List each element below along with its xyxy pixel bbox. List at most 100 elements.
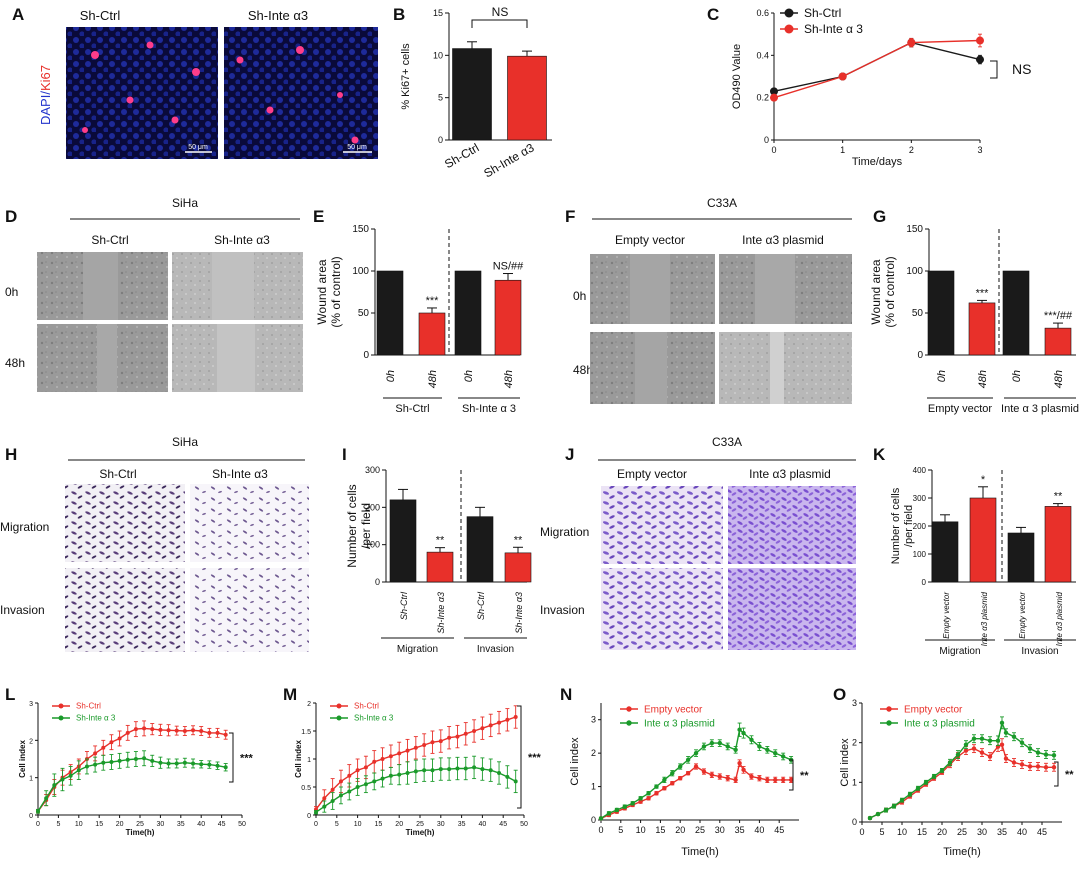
bar	[376, 270, 404, 356]
panel-d-col2: Sh-Inte α3	[214, 233, 270, 247]
data-point	[191, 761, 196, 766]
data-point	[685, 771, 691, 776]
series-line	[869, 743, 1054, 819]
data-point	[646, 796, 651, 801]
data-point	[322, 796, 327, 801]
bar	[494, 279, 522, 356]
ns-bracket	[471, 19, 528, 28]
data-point	[430, 768, 435, 773]
x-tick-label: 25	[957, 827, 967, 837]
y-tick-label: 0.4	[756, 50, 769, 60]
data-point	[923, 780, 929, 785]
x-tick-label: 5	[335, 821, 339, 828]
data-point	[68, 773, 73, 778]
significance-label: *	[981, 474, 986, 486]
data-point	[709, 772, 715, 778]
data-point	[191, 728, 196, 733]
data-point	[646, 791, 651, 796]
y-tick-label: 5	[438, 93, 443, 103]
x-axis-label: Time(h)	[126, 828, 155, 837]
panel-label-c: C	[707, 5, 719, 24]
panel-label-h: H	[5, 445, 17, 464]
data-point	[741, 767, 746, 773]
data-point	[701, 744, 707, 749]
y-axis-label: Cell index	[839, 738, 851, 787]
data-point	[380, 757, 385, 761]
panel-d: SiHa Sh-Ctrl Sh-Inte α3 0h 48h	[5, 196, 303, 392]
scale-bar-label-1: 50 μm	[188, 144, 208, 151]
data-point	[52, 783, 57, 788]
x-tick-label: 25	[136, 821, 144, 828]
data-point	[955, 752, 961, 757]
data-point	[101, 745, 106, 750]
data-point	[44, 796, 49, 801]
data-point	[725, 776, 730, 781]
data-point	[1003, 730, 1009, 735]
panel-label-g: G	[873, 207, 886, 226]
data-point	[780, 777, 786, 783]
data-point	[314, 810, 318, 815]
x-axis-label: Time/days	[852, 156, 903, 168]
chart-g: 0 50 100 150 Wound area (% of control) 0h *** 48…	[869, 224, 1079, 415]
y-tick-label: 100	[365, 540, 380, 550]
data-point	[125, 730, 130, 735]
significance-label: **	[1065, 769, 1074, 781]
legend-label: Sh-Ctrl	[76, 702, 101, 711]
series-line	[773, 41, 981, 92]
data-point	[1043, 765, 1049, 770]
y-tick-label: 100	[913, 550, 927, 559]
x-tick-label: 0	[36, 821, 40, 828]
x-axis-label: Time(h)	[943, 846, 980, 858]
data-point	[979, 736, 985, 741]
y-axis-label: Cell index	[294, 740, 303, 778]
panel-d-row1: 0h	[5, 285, 18, 299]
data-point	[1035, 750, 1041, 755]
legend-label: Inte α 3 plasmid	[904, 718, 975, 729]
data-point	[388, 773, 393, 778]
data-point	[150, 758, 155, 763]
data-point	[372, 759, 377, 764]
x-tick-label: 10	[897, 827, 907, 837]
ns-label: NS	[492, 5, 509, 19]
data-point	[678, 764, 683, 769]
data-point	[1051, 753, 1057, 758]
y-axis-label: /per field	[359, 503, 373, 549]
data-point	[757, 776, 762, 781]
x-tick-label: 30	[157, 821, 165, 828]
data-point	[976, 55, 984, 64]
data-point	[971, 736, 977, 741]
bar	[389, 499, 417, 583]
y-tick-label: 0	[764, 135, 769, 145]
legend-label: Sh-Inte α 3	[804, 22, 863, 36]
data-point	[883, 807, 889, 813]
data-point	[733, 777, 738, 783]
y-tick-label: 400	[913, 466, 927, 475]
x-tick-label: 2	[909, 145, 914, 155]
data-point	[355, 768, 360, 773]
significance-label: **	[800, 770, 809, 782]
data-point	[372, 779, 377, 784]
x-tick-label: 15	[375, 821, 383, 828]
x-tick-label: 0h	[1011, 370, 1023, 382]
legend-label: Sh-Ctrl	[354, 702, 379, 711]
x-tick-label: 30	[715, 825, 725, 835]
x-tick-label: Sh-Inte α3	[514, 592, 524, 634]
data-point	[380, 776, 385, 781]
data-point	[701, 769, 707, 774]
data-point	[867, 815, 873, 821]
panel-f-row2: 48h	[573, 363, 593, 377]
group-label: Sh-Ctrl	[395, 403, 429, 415]
data-point	[773, 750, 778, 756]
bar	[426, 551, 454, 583]
data-point	[505, 717, 510, 722]
data-point	[670, 781, 675, 786]
legend-marker	[784, 8, 794, 18]
legend-marker	[336, 703, 342, 709]
data-point	[662, 786, 667, 791]
x-tick-label: 35	[458, 821, 466, 828]
data-point	[174, 761, 179, 766]
y-axis-label: Wound area	[315, 259, 329, 324]
data-point	[150, 727, 155, 732]
panel-label-j: J	[565, 445, 574, 464]
data-point	[76, 768, 81, 773]
